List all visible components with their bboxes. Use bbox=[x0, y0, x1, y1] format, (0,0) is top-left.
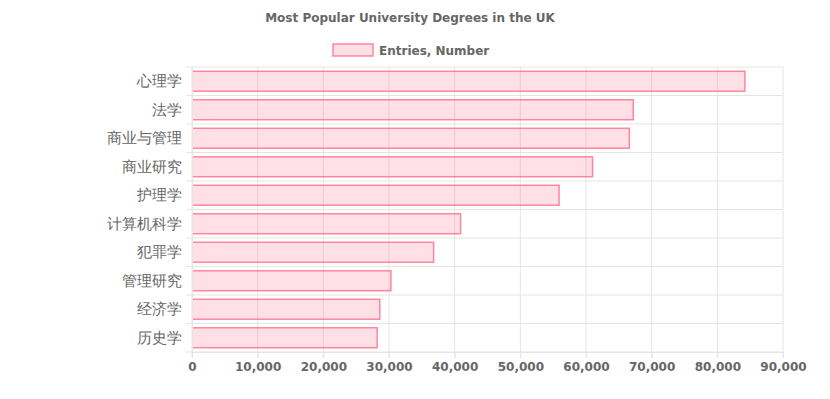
bar bbox=[192, 128, 629, 148]
y-axis: 心理学法学商业与管理商业研究护理学计算机科学犯罪学管理研究经济学历史学 bbox=[107, 68, 193, 353]
grid-line bbox=[186, 295, 783, 296]
tick-label: 历史学 bbox=[137, 329, 182, 347]
tick-mark bbox=[652, 352, 653, 358]
grid-line bbox=[186, 323, 783, 324]
tick-label: 0 bbox=[188, 360, 196, 374]
tick: 20,000 bbox=[301, 352, 347, 374]
bars bbox=[192, 71, 745, 347]
grid-line bbox=[651, 67, 652, 358]
tick-label: 70,000 bbox=[629, 360, 675, 374]
plot: 0 10,000 20,000 30,000 40,000 50,000 60,000 70,… bbox=[107, 67, 807, 374]
tick-label: 80,000 bbox=[695, 360, 741, 374]
bar bbox=[192, 242, 434, 262]
x-axis: 0 10,000 20,000 30,000 40,000 50,000 60,000 70,… bbox=[188, 352, 806, 374]
grid-line bbox=[186, 238, 783, 239]
grid-line bbox=[717, 67, 718, 358]
tick-label: 犯罪学 bbox=[137, 243, 182, 261]
tick-mark bbox=[586, 352, 587, 358]
bar bbox=[192, 185, 559, 205]
grid bbox=[186, 67, 783, 358]
grid-line bbox=[186, 124, 783, 125]
tick-label: 商业与管理 bbox=[107, 129, 182, 147]
tick-label: 计算机科学 bbox=[107, 215, 182, 233]
tick-label: 30,000 bbox=[366, 360, 412, 374]
tick-label: 60,000 bbox=[563, 360, 609, 374]
title: Most Popular University Degrees in the U… bbox=[265, 11, 555, 25]
tick: 40,000 bbox=[432, 352, 478, 374]
grid-line bbox=[186, 209, 783, 210]
tick-label: 90,000 bbox=[760, 360, 806, 374]
axis-line bbox=[193, 353, 784, 359]
grid-line bbox=[186, 152, 783, 153]
tick-mark bbox=[258, 352, 259, 358]
tick: 历史学 bbox=[137, 329, 192, 347]
tick: 0 bbox=[188, 352, 196, 374]
tick-label: 20,000 bbox=[301, 360, 347, 374]
bar bbox=[192, 214, 461, 234]
tick: 50,000 bbox=[498, 352, 544, 374]
tick: 经济学 bbox=[137, 300, 192, 318]
tick: 80,000 bbox=[695, 352, 741, 374]
tick-label: 心理学 bbox=[136, 72, 182, 90]
tick: 犯罪学 bbox=[137, 243, 192, 261]
tick-label: 10,000 bbox=[235, 360, 281, 374]
tick-mark bbox=[520, 352, 521, 358]
tick: 护理学 bbox=[136, 186, 192, 204]
grid-line bbox=[186, 95, 783, 96]
tick-mark bbox=[389, 352, 390, 358]
tick-label: 40,000 bbox=[432, 360, 478, 374]
tick: 70,000 bbox=[629, 352, 675, 374]
bar bbox=[192, 299, 380, 319]
grid-line bbox=[186, 181, 783, 182]
tick: 计算机科学 bbox=[107, 215, 192, 233]
tick: 管理研究 bbox=[122, 272, 192, 290]
tick: 商业与管理 bbox=[107, 129, 192, 147]
tick-label: 经济学 bbox=[137, 300, 182, 318]
tick: 商业研究 bbox=[122, 158, 192, 176]
tick: 30,000 bbox=[366, 352, 412, 374]
tick-label: 护理学 bbox=[136, 186, 182, 204]
tick: 10,000 bbox=[235, 352, 281, 374]
tick-mark bbox=[323, 352, 324, 358]
chart: Most Popular University Degrees in the U… bbox=[0, 0, 830, 399]
grid-line bbox=[186, 67, 783, 68]
tick-label: 管理研究 bbox=[122, 272, 182, 290]
tick-label: 商业研究 bbox=[122, 158, 182, 176]
tick: 心理学 bbox=[136, 72, 192, 90]
bar bbox=[192, 328, 377, 348]
grid-line bbox=[783, 67, 784, 358]
tick: 90,000 bbox=[760, 352, 806, 374]
tick-mark bbox=[455, 352, 456, 358]
tick-label: 50,000 bbox=[498, 360, 544, 374]
tick: 法学 bbox=[152, 101, 192, 119]
tick-mark bbox=[783, 352, 784, 358]
bar bbox=[192, 157, 593, 177]
bar bbox=[192, 71, 745, 91]
legend-swatch bbox=[333, 44, 373, 56]
grid-line bbox=[192, 67, 193, 358]
legend: Entries, Number bbox=[333, 44, 489, 58]
bar bbox=[192, 100, 633, 120]
grid-line bbox=[186, 266, 783, 267]
bar bbox=[192, 271, 391, 291]
tick-mark bbox=[192, 352, 193, 358]
legend-label: Entries, Number bbox=[379, 44, 489, 58]
legend-item: Entries, Number bbox=[333, 44, 489, 58]
axis-line bbox=[192, 68, 193, 353]
tick-label: 法学 bbox=[152, 101, 182, 119]
tick-mark bbox=[717, 352, 718, 358]
tick: 60,000 bbox=[563, 352, 609, 374]
